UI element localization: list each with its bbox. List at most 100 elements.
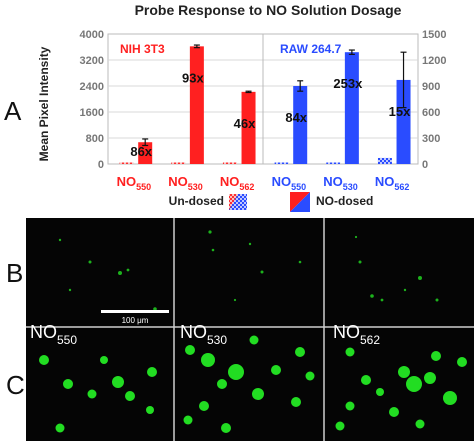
cell-dot [295,347,305,357]
right-tick-label: 0 [422,159,428,171]
bar-undosed [119,162,134,164]
cell-dot [418,276,422,280]
left-axis-ticks: 0 800 1600 2400 3200 4000 [80,29,104,171]
x-tick-label: NO530 [323,174,358,192]
cell-dot [358,260,362,264]
y-axis-title: Mean Pixel Intensity [37,46,51,161]
cell-dot [415,419,425,429]
column-label-no530: NO530 [180,322,227,347]
column-label-no550: NO550 [30,322,77,347]
left-tick-label: 1600 [80,107,104,119]
legend-dosed-label: NO-dosed [316,194,373,208]
cell-dot [88,260,92,264]
panel-label-b: B [6,258,23,288]
cell-dot [221,423,231,433]
fold-change-label: 15x [389,104,411,119]
bar-series: 86x 93x 46x 84x 253x 15x [119,44,411,165]
right-tick-label: 900 [422,81,440,93]
x-tick-label: NO550 [272,174,307,192]
fold-change-label: 93x [182,70,204,85]
bar-dosed [344,52,359,165]
left-tick-label: 800 [86,133,104,145]
fold-change-label: 84x [285,110,307,125]
bar-dosed [241,91,256,164]
bar-dosed [138,142,153,164]
scale-bar-label: 100 μm [122,316,149,325]
right-tick-label: 300 [422,133,440,145]
cell-dot [252,388,264,400]
micrograph-row-c [39,335,467,433]
cell-dot [389,407,399,417]
cell-dot [233,298,237,302]
left-tick-label: 0 [98,159,104,171]
cell-dot [39,355,49,365]
left-tick-label: 4000 [80,29,104,41]
cell-dot [370,294,374,298]
bar-undosed [274,162,289,164]
cell-dot [55,423,65,433]
right-axis-ticks: 0 300 600 900 1200 1500 [422,29,446,171]
legend-undosed-swatch-blue [229,194,247,210]
bar-dosed [293,86,308,164]
scale-bar [101,310,169,313]
cell-dot [248,242,252,246]
x-axis-labels: NO550 NO530 NO562 NO550 NO530 NO562 [117,174,410,192]
panel-label-a: A [4,96,22,126]
cell-dot [403,288,407,292]
cell-dot [100,356,108,364]
x-tick-label: NO550 [117,174,152,192]
cell-dot [147,367,157,377]
cell-dot [201,353,215,367]
cell-dot [361,375,371,385]
cell-dot [260,270,264,274]
cell-dot [345,401,355,411]
cell-dot [199,401,209,411]
chart-title: Probe Response to NO Solution Dosage [135,2,402,18]
x-tick-label: NO562 [375,174,410,192]
x-tick-label: NO530 [168,174,203,192]
bar-undosed [377,157,392,164]
legend: Un-dosed NO-dosed [169,192,373,212]
micrograph-row-b [58,230,439,311]
x-tick-label: NO562 [220,174,255,192]
cell-dot [146,406,154,414]
cell-dot [63,379,73,389]
cell-dot [68,288,72,292]
cell-dot [153,307,157,311]
cell-dot [424,372,436,384]
cell-dot [217,379,227,389]
fold-change-label: 253x [333,76,363,91]
cell-dot [345,347,355,357]
cell-dot [354,235,358,239]
column-label-no562: NO562 [333,322,380,347]
right-tick-label: 600 [422,107,440,119]
cell-dot [435,298,439,302]
cell-dot [208,230,212,234]
cell-dot [125,391,135,401]
legend-dosed-swatch-blue [290,192,310,212]
cell-dot [305,371,315,381]
panel-label-c: C [6,370,25,400]
cell-dot [335,421,345,431]
cell-dot [380,298,384,302]
legend-undosed-label: Un-dosed [169,194,224,208]
cell-dot [443,391,457,405]
cell-dot [457,357,467,367]
right-tick-label: 1500 [422,29,446,41]
bar-undosed [222,162,237,164]
cell-dot [118,271,122,275]
cell-dot [87,389,97,399]
cell-dot [298,260,302,264]
left-tick-label: 3200 [80,55,104,67]
cell-dot [271,365,281,375]
bar-dosed [189,46,204,164]
cell-dot [291,397,301,407]
micrograph-background [26,218,474,441]
cell-dot [249,335,259,345]
fold-change-label: 86x [130,144,152,159]
cell-dot [228,364,244,380]
cell-dot [376,388,384,396]
bar-undosed [171,162,186,164]
micrograph-grid: 100 μm NO550 NO530 NO562 [26,218,474,441]
